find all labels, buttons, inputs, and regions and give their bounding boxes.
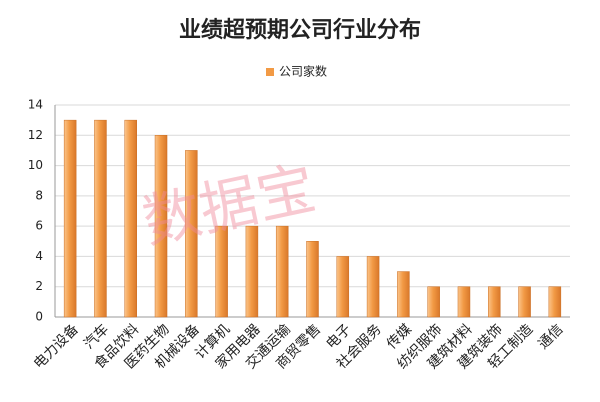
- bar: [488, 286, 501, 318]
- y-tick-label: 14: [28, 98, 43, 112]
- bar: [185, 150, 198, 318]
- bar: [397, 271, 410, 318]
- y-tick-label: 12: [28, 128, 43, 142]
- bar: [457, 286, 471, 318]
- bar: [245, 225, 259, 318]
- chart-title: 业绩超预期公司行业分布: [179, 17, 421, 43]
- bar: [548, 286, 562, 318]
- bar: [275, 225, 289, 318]
- bar: [154, 135, 168, 318]
- x-tick-label: 通信: [535, 321, 566, 352]
- y-tick-label: 4: [35, 249, 43, 263]
- y-tick-label: 6: [35, 219, 43, 233]
- y-tick-label: 0: [35, 310, 43, 324]
- bar: [336, 256, 350, 318]
- y-tick-label: 10: [28, 158, 43, 172]
- y-tick-label: 8: [35, 188, 43, 202]
- bar: [366, 256, 380, 318]
- bar: [124, 119, 137, 318]
- bar: [94, 119, 107, 318]
- y-tick-label: 2: [35, 279, 43, 293]
- legend-swatch: [266, 68, 274, 76]
- bar: [518, 286, 531, 318]
- bar: [427, 286, 440, 318]
- bar: [63, 119, 77, 318]
- bar: [306, 241, 319, 318]
- x-tick-label: 电力设备: [30, 321, 82, 373]
- legend-label: 公司家数: [279, 64, 327, 79]
- bar: [215, 225, 228, 318]
